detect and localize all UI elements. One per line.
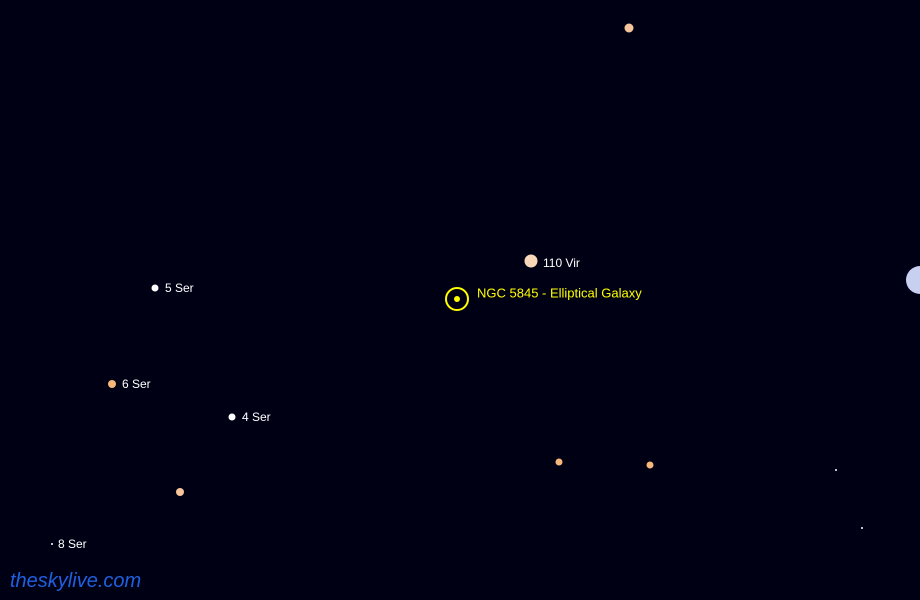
star [152,285,159,292]
faint-star-label: 8 Ser [58,537,87,551]
faint-star [861,527,863,529]
star-label: 4 Ser [242,410,271,424]
star [525,255,538,268]
star [556,459,563,466]
edge-object [906,266,920,294]
star [625,24,634,33]
faint-star [835,469,837,471]
target-label: NGC 5845 - Elliptical Galaxy [477,286,642,301]
watermark: theskylive.com [10,570,141,593]
star [229,414,236,421]
star-label: 5 Ser [165,281,194,295]
target-dot [454,296,460,302]
star [176,488,184,496]
star-label: 6 Ser [122,377,151,391]
star [647,462,654,469]
star-label: 110 Vir [543,256,580,270]
star [108,380,116,388]
faint-star [51,543,53,545]
